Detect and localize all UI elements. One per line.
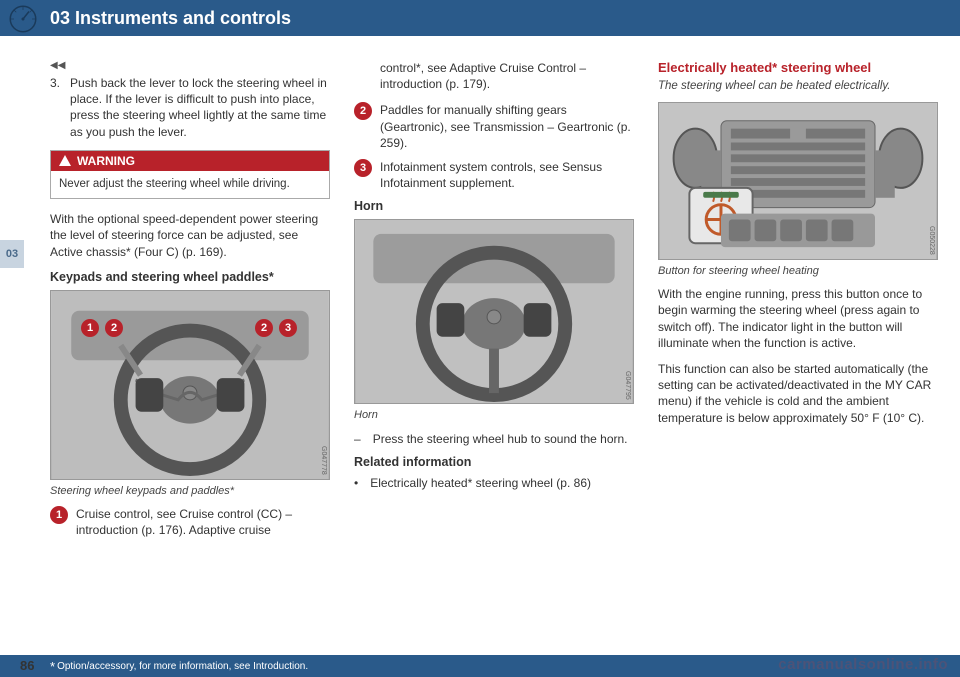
heat-illustration bbox=[659, 103, 937, 259]
related-text: Electrically heated* steering wheel (p. … bbox=[370, 475, 591, 491]
step-number: 3. bbox=[50, 75, 60, 140]
callout-3: 3 bbox=[279, 319, 297, 337]
dash-bullet: – bbox=[354, 431, 361, 447]
callout-2a: 2 bbox=[105, 319, 123, 337]
subhead-keypads: Keypads and steering wheel paddles* bbox=[50, 270, 330, 284]
subhead-horn: Horn bbox=[354, 199, 634, 213]
step-text: Push back the lever to lock the steering… bbox=[70, 75, 330, 140]
continuation-arrows: ◀◀ bbox=[50, 60, 330, 71]
callout-text-1: Cruise control, see Cruise control (CC) … bbox=[76, 506, 330, 538]
column-2: control*, see Adaptive Cruise Control – … bbox=[354, 60, 634, 547]
header-title: 03 Instruments and controls bbox=[50, 8, 291, 29]
watermark: carmanualsonline.info bbox=[778, 656, 948, 673]
subhead-related: Related information bbox=[354, 455, 634, 469]
callout-num-3: 3 bbox=[354, 159, 372, 177]
gauge-icon bbox=[8, 4, 38, 34]
caption-horn: Horn bbox=[354, 408, 634, 422]
footer-text: Option/accessory, for more information, … bbox=[57, 661, 308, 672]
warning-header: WARNING bbox=[51, 151, 329, 171]
callout-text-3: Infotainment system controls, see Sensus… bbox=[380, 159, 634, 191]
dot-bullet: • bbox=[354, 475, 358, 491]
subhead-heated: Electrically heated* steering wheel bbox=[658, 60, 938, 75]
caption-keypads: Steering wheel keypads and paddles* bbox=[50, 484, 330, 498]
image-code-2: G047795 bbox=[624, 371, 631, 400]
horn-bullet-text: Press the steering wheel hub to sound th… bbox=[373, 431, 628, 447]
subtitle-heated: The steering wheel can be heated electri… bbox=[658, 79, 938, 94]
column-1: ◀◀ 3. Push back the lever to lock the st… bbox=[50, 60, 330, 547]
image-code-3: G050228 bbox=[928, 226, 935, 255]
warning-triangle-icon bbox=[59, 155, 71, 166]
page-header: 03 Instruments and controls bbox=[0, 0, 960, 36]
figure-heated: G050228 bbox=[658, 102, 938, 260]
callout-num-1: 1 bbox=[50, 506, 68, 524]
caption-heated: Button for steering wheel heating bbox=[658, 264, 938, 278]
side-tab: 03 bbox=[0, 240, 24, 268]
callout-num-2: 2 bbox=[354, 102, 372, 120]
callout-2b: 2 bbox=[255, 319, 273, 337]
figure-horn: G047795 bbox=[354, 219, 634, 404]
horn-illustration bbox=[355, 220, 633, 403]
callout-text-2: Paddles for manually shifting gears (Gea… bbox=[380, 102, 634, 151]
callout-1: 1 bbox=[81, 319, 99, 337]
callout-row-1: 1 Cruise control, see Cruise control (CC… bbox=[50, 506, 330, 538]
para-heated-2: This function can also be started automa… bbox=[658, 361, 938, 426]
warning-text: Never adjust the steering wheel while dr… bbox=[51, 171, 329, 199]
continued-text: control*, see Adaptive Cruise Control – … bbox=[354, 60, 634, 92]
related-item: • Electrically heated* steering wheel (p… bbox=[354, 475, 634, 491]
horn-instruction: – Press the steering wheel hub to sound … bbox=[354, 431, 634, 447]
callout-row-3: 3 Infotainment system controls, see Sens… bbox=[354, 159, 634, 191]
para-speed-steering: With the optional speed-dependent power … bbox=[50, 211, 330, 260]
content-area: ◀◀ 3. Push back the lever to lock the st… bbox=[0, 36, 960, 547]
footer-star: * bbox=[50, 659, 55, 674]
warning-box: WARNING Never adjust the steering wheel … bbox=[50, 150, 330, 200]
figure-keypads: 1 2 2 3 G047778 bbox=[50, 290, 330, 480]
para-heated-1: With the engine running, press this butt… bbox=[658, 286, 938, 351]
step-3: 3. Push back the lever to lock the steer… bbox=[50, 75, 330, 140]
warning-label: WARNING bbox=[77, 154, 135, 168]
image-code-1: G047778 bbox=[320, 446, 327, 475]
page-number: 86 bbox=[20, 658, 34, 673]
callout-row-2: 2 Paddles for manually shifting gears (G… bbox=[354, 102, 634, 151]
column-3: Electrically heated* steering wheel The … bbox=[658, 60, 938, 547]
